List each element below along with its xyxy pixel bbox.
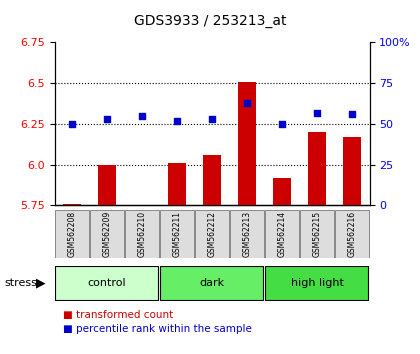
FancyBboxPatch shape bbox=[230, 210, 264, 258]
FancyBboxPatch shape bbox=[55, 266, 158, 300]
Point bbox=[104, 116, 110, 122]
Text: GSM562214: GSM562214 bbox=[278, 211, 286, 257]
Point bbox=[279, 121, 286, 127]
FancyBboxPatch shape bbox=[55, 210, 89, 258]
Text: GSM562213: GSM562213 bbox=[243, 211, 252, 257]
Text: GSM562211: GSM562211 bbox=[173, 211, 181, 257]
Text: GSM562210: GSM562210 bbox=[138, 211, 147, 257]
Point bbox=[314, 110, 320, 115]
FancyBboxPatch shape bbox=[160, 266, 263, 300]
Text: stress: stress bbox=[4, 278, 37, 288]
Text: GDS3933 / 253213_at: GDS3933 / 253213_at bbox=[134, 14, 286, 28]
Bar bbox=[203, 155, 221, 205]
Bar bbox=[308, 132, 326, 205]
FancyBboxPatch shape bbox=[160, 210, 194, 258]
Text: ■ percentile rank within the sample: ■ percentile rank within the sample bbox=[63, 324, 252, 334]
FancyBboxPatch shape bbox=[265, 210, 299, 258]
Bar bbox=[344, 137, 361, 205]
Point bbox=[174, 118, 181, 124]
FancyBboxPatch shape bbox=[335, 210, 369, 258]
Bar bbox=[63, 204, 81, 205]
Point bbox=[244, 100, 250, 105]
Bar bbox=[168, 163, 186, 205]
FancyBboxPatch shape bbox=[125, 210, 159, 258]
Point bbox=[139, 113, 145, 119]
Text: GSM562208: GSM562208 bbox=[68, 211, 76, 257]
Point bbox=[209, 116, 215, 122]
Text: ■ transformed count: ■ transformed count bbox=[63, 310, 173, 320]
Text: high light: high light bbox=[291, 278, 344, 288]
Text: ▶: ▶ bbox=[36, 277, 45, 290]
FancyBboxPatch shape bbox=[300, 210, 334, 258]
Text: dark: dark bbox=[200, 278, 225, 288]
FancyBboxPatch shape bbox=[265, 266, 368, 300]
Bar bbox=[273, 178, 291, 205]
Text: GSM562212: GSM562212 bbox=[207, 211, 217, 257]
FancyBboxPatch shape bbox=[90, 210, 124, 258]
Bar bbox=[98, 165, 116, 205]
Bar bbox=[239, 81, 256, 205]
Text: GSM562216: GSM562216 bbox=[348, 211, 357, 257]
FancyBboxPatch shape bbox=[195, 210, 229, 258]
Point bbox=[349, 111, 355, 117]
Text: GSM562209: GSM562209 bbox=[102, 211, 112, 257]
Text: GSM562215: GSM562215 bbox=[312, 211, 322, 257]
Text: control: control bbox=[88, 278, 126, 288]
Point bbox=[69, 121, 76, 127]
